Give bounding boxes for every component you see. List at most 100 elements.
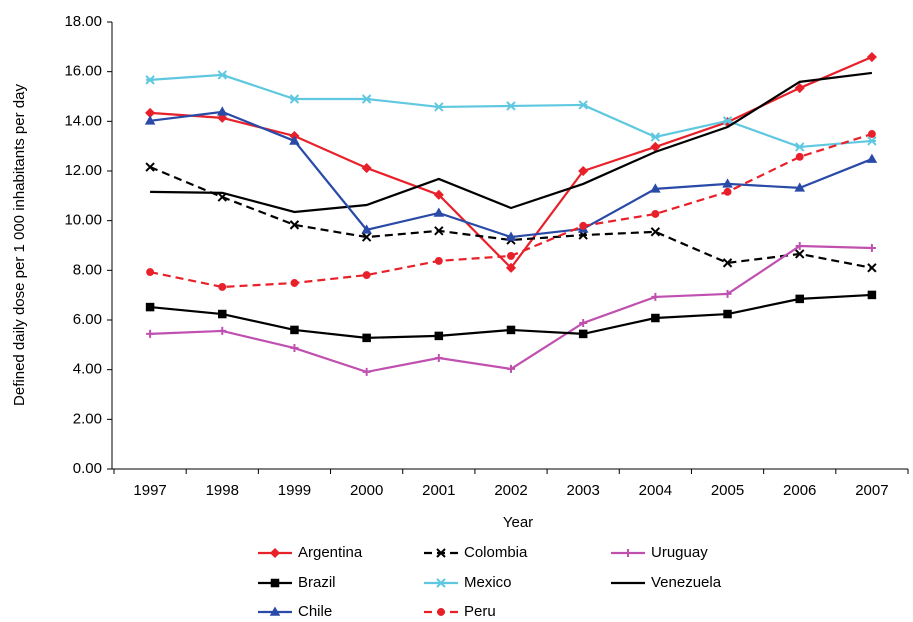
marker (434, 353, 443, 362)
marker (362, 333, 371, 343)
marker (145, 162, 155, 172)
marker (290, 344, 299, 353)
marker (361, 232, 372, 242)
x-tick-label: 2003 (566, 482, 599, 499)
marker (507, 364, 515, 373)
x-tick-label: 2002 (494, 482, 527, 499)
marker (867, 243, 876, 252)
marker (579, 221, 588, 230)
legend-label: Chile (298, 603, 332, 620)
legend-label: Venezuela (651, 574, 722, 591)
y-tick-label: 16.00 (64, 63, 102, 80)
marker (269, 547, 281, 559)
marker (289, 135, 300, 145)
marker (218, 283, 227, 291)
marker (434, 331, 444, 341)
marker (289, 220, 300, 230)
marker (218, 309, 227, 319)
y-tick-label: 10.00 (64, 212, 102, 229)
marker (505, 262, 517, 273)
legend-label: Mexico (464, 574, 512, 591)
marker (361, 162, 372, 174)
legend-label: Peru (464, 603, 496, 620)
marker (624, 549, 632, 557)
marker (434, 256, 443, 265)
y-tick-label: 12.00 (64, 162, 102, 179)
x-tick-label: 2005 (711, 482, 744, 499)
legend-label: Colombia (464, 544, 528, 561)
marker (867, 136, 877, 146)
marker (867, 263, 877, 273)
x-tick-label: 2006 (783, 482, 816, 499)
marker (362, 271, 371, 280)
marker (651, 292, 660, 301)
marker (218, 326, 227, 335)
marker (650, 141, 661, 152)
series-line (150, 71, 873, 214)
y-tick-label: 0.00 (73, 460, 102, 477)
x-tick-label: 1999 (278, 482, 311, 499)
marker (434, 102, 444, 112)
legend-label: Uruguay (651, 544, 708, 561)
marker (795, 142, 805, 152)
marker (361, 94, 372, 104)
marker (578, 165, 589, 177)
marker (866, 153, 878, 163)
marker (361, 224, 372, 234)
marker (578, 100, 588, 110)
marker (436, 578, 446, 588)
marker (794, 182, 806, 192)
y-tick-label: 2.00 (73, 410, 102, 427)
marker (795, 152, 804, 161)
marker (506, 325, 516, 335)
marker (269, 606, 281, 616)
marker (145, 75, 155, 85)
marker (723, 309, 732, 319)
marker (650, 183, 661, 193)
marker (722, 178, 733, 188)
y-axis-label: Defined daily dose per 1 000 inhabitants… (11, 84, 28, 406)
marker (270, 578, 280, 588)
y-tick-label: 4.00 (73, 361, 102, 378)
x-tick-label: 2001 (422, 482, 455, 499)
marker (433, 207, 445, 217)
marker (144, 115, 156, 125)
marker (146, 329, 155, 338)
marker (650, 132, 661, 142)
marker (722, 116, 733, 126)
legend-label: Argentina (298, 544, 363, 561)
marker (290, 279, 299, 287)
marker (795, 249, 805, 259)
x-tick-label: 2007 (855, 482, 888, 499)
x-axis-label: Year (503, 514, 533, 531)
marker (578, 329, 588, 339)
marker (289, 94, 300, 104)
marker (723, 289, 732, 298)
marker (651, 313, 660, 323)
marker (867, 130, 876, 138)
marker (145, 302, 155, 312)
marker (506, 101, 516, 111)
x-tick-label: 1997 (133, 482, 166, 499)
marker (866, 51, 877, 63)
legend-label: Brazil (298, 574, 336, 591)
marker (723, 187, 732, 196)
series-line (150, 73, 872, 149)
marker (794, 82, 805, 94)
x-tick-label: 1998 (206, 482, 239, 499)
marker (362, 367, 371, 376)
marker (650, 227, 661, 237)
marker (433, 189, 444, 200)
marker (507, 251, 515, 260)
y-tick-label: 18.00 (64, 13, 102, 30)
marker (795, 241, 804, 250)
y-tick-label: 6.00 (73, 311, 102, 328)
y-tick-label: 14.00 (64, 112, 102, 129)
marker (437, 608, 445, 616)
marker (795, 294, 804, 304)
marker (290, 325, 299, 335)
marker (217, 70, 227, 80)
marker (867, 290, 877, 300)
marker (651, 210, 660, 218)
